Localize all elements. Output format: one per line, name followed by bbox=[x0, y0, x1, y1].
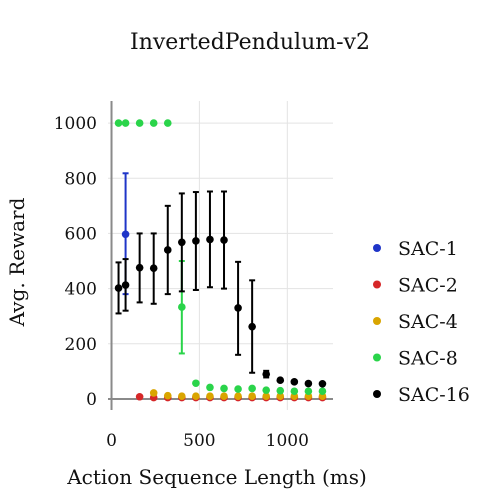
sac-4-point bbox=[178, 392, 186, 401]
y-tick-label: 0 bbox=[86, 390, 97, 410]
sac-16-point bbox=[192, 237, 200, 245]
sac-1-legend-marker bbox=[373, 244, 381, 252]
sac-1-point bbox=[121, 230, 130, 239]
sac-4-point bbox=[276, 392, 285, 401]
sac-16-point bbox=[206, 235, 214, 244]
sac-4-point bbox=[192, 392, 200, 401]
sac-4-point bbox=[220, 392, 228, 401]
sac-16-point bbox=[121, 281, 130, 289]
sac-4-point bbox=[206, 392, 214, 401]
sac-8-point bbox=[304, 387, 313, 396]
sac-4-point bbox=[149, 389, 158, 397]
x-tick-label: 0 bbox=[106, 431, 117, 451]
sac-16-point bbox=[114, 284, 123, 292]
x-tick-label: 500 bbox=[183, 431, 215, 451]
sac-8-legend-marker bbox=[373, 353, 381, 362]
sac-16-point bbox=[318, 379, 327, 388]
sac-8-point bbox=[163, 119, 172, 127]
sac-16-point bbox=[149, 264, 158, 272]
sac-4-point bbox=[234, 392, 242, 401]
sac-4-legend-marker bbox=[373, 317, 381, 325]
sac-4-point bbox=[248, 392, 256, 401]
sac-16-point bbox=[234, 304, 242, 312]
sac-8-legend-label: SAC-8 bbox=[398, 348, 458, 370]
sac-2-point bbox=[135, 392, 144, 401]
sac-8-point bbox=[121, 119, 130, 127]
y-tick-label: 400 bbox=[65, 280, 97, 300]
legend: SAC-1 SAC-2 SAC-4 SAC-8 SAC-16 bbox=[373, 238, 470, 406]
sac-16-point bbox=[178, 238, 186, 247]
sac-8-point bbox=[290, 387, 299, 396]
sac-16-point bbox=[262, 370, 271, 378]
sac-8-point bbox=[262, 386, 271, 394]
sac-16-legend-label: SAC-16 bbox=[398, 384, 470, 406]
sac-16-point bbox=[304, 379, 313, 388]
error-bars bbox=[115, 172, 270, 379]
sac-4-point bbox=[262, 392, 271, 401]
sac-8-point bbox=[318, 387, 327, 396]
sac-8-point bbox=[234, 385, 242, 393]
sac-16-point bbox=[220, 236, 228, 244]
sac-8-point bbox=[149, 119, 158, 127]
sac-16-point bbox=[135, 263, 144, 272]
sac-8-point bbox=[178, 303, 186, 311]
y-tick-label: 800 bbox=[65, 169, 97, 189]
y-tick-label: 200 bbox=[65, 335, 97, 355]
sac-2-legend-label: SAC-2 bbox=[398, 275, 458, 297]
chart-title: InvertedPendulum-v2 bbox=[130, 30, 370, 55]
y-tick-label: 1000 bbox=[54, 114, 97, 134]
data-points bbox=[114, 119, 327, 402]
sac-16-point bbox=[163, 246, 172, 254]
sac-8-point bbox=[206, 383, 214, 392]
sac-8-point bbox=[220, 384, 228, 393]
sac-2-legend-marker bbox=[373, 280, 381, 289]
grid bbox=[108, 101, 333, 410]
sac-8-point bbox=[135, 119, 144, 127]
sac-8-point bbox=[114, 119, 123, 127]
sac-1-legend-label: SAC-1 bbox=[398, 238, 458, 260]
sac-16-point bbox=[276, 376, 285, 385]
sac-16-point bbox=[248, 322, 256, 331]
sac-8-point bbox=[276, 386, 285, 395]
sac-4-legend-label: SAC-4 bbox=[398, 311, 458, 333]
sac-4-point bbox=[163, 391, 172, 400]
sac-8-point bbox=[192, 379, 200, 388]
sac-16-point bbox=[290, 378, 299, 386]
sac-16-legend-marker bbox=[373, 390, 381, 398]
y-tick-label: 600 bbox=[65, 224, 97, 244]
y-axis-label: Avg. Reward bbox=[5, 197, 29, 327]
sac-8-point bbox=[248, 384, 256, 393]
x-tick-label: 1000 bbox=[266, 431, 309, 451]
x-axis-label: Action Sequence Length (ms) bbox=[66, 465, 367, 489]
